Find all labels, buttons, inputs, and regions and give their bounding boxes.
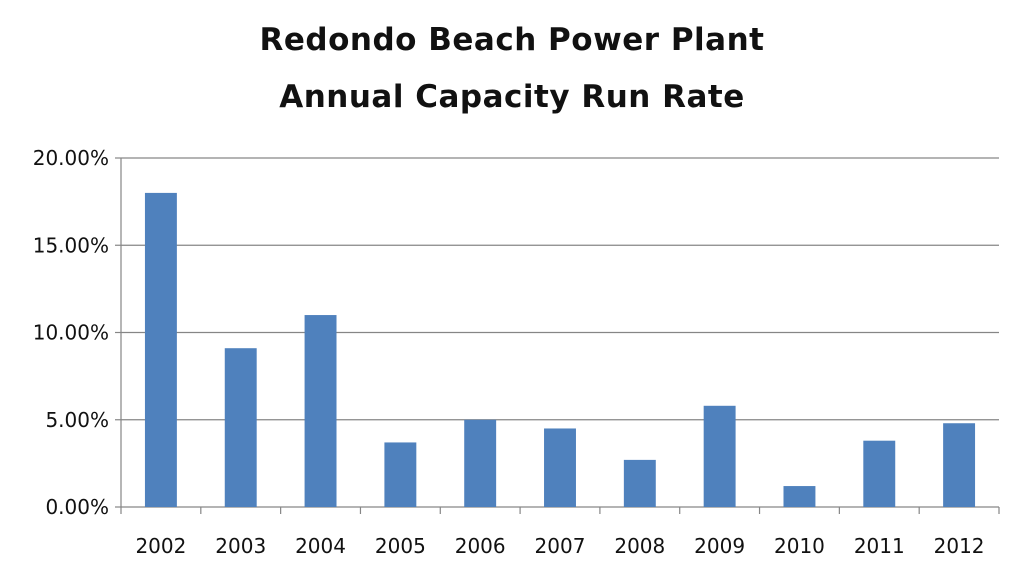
bar: [224, 348, 257, 507]
x-tick-label: 2006: [455, 534, 506, 558]
x-tick-label: 2004: [295, 534, 346, 558]
y-tick-label: 15.00%: [33, 233, 109, 257]
y-tick-label: 20.00%: [33, 146, 109, 170]
y-tick-label: 10.00%: [33, 321, 109, 345]
bar: [623, 459, 656, 507]
bar: [943, 423, 976, 507]
x-tick-label: 2012: [934, 534, 985, 558]
bar: [863, 440, 896, 507]
bar: [384, 442, 417, 507]
chart-title: Redondo Beach Power Plant: [259, 22, 765, 58]
bar: [544, 428, 576, 507]
x-tick-label: 2002: [135, 534, 186, 558]
y-tick-label: 0.00%: [45, 495, 109, 519]
x-tick-label: 2005: [375, 534, 426, 558]
bar: [464, 419, 497, 507]
y-tick-label: 5.00%: [45, 408, 109, 432]
x-tick-label: 2010: [774, 534, 825, 558]
x-tick-label: 2011: [854, 534, 905, 558]
chart-subtitle: Annual Capacity Run Rate: [279, 79, 745, 115]
bar: [304, 315, 337, 507]
bar: [783, 486, 816, 507]
x-tick-label: 2007: [535, 534, 586, 558]
x-tick-label: 2008: [614, 534, 665, 558]
bar: [703, 405, 736, 507]
x-tick-label: 2003: [215, 534, 266, 558]
bar: [144, 192, 177, 507]
x-tick-label: 2009: [694, 534, 745, 558]
